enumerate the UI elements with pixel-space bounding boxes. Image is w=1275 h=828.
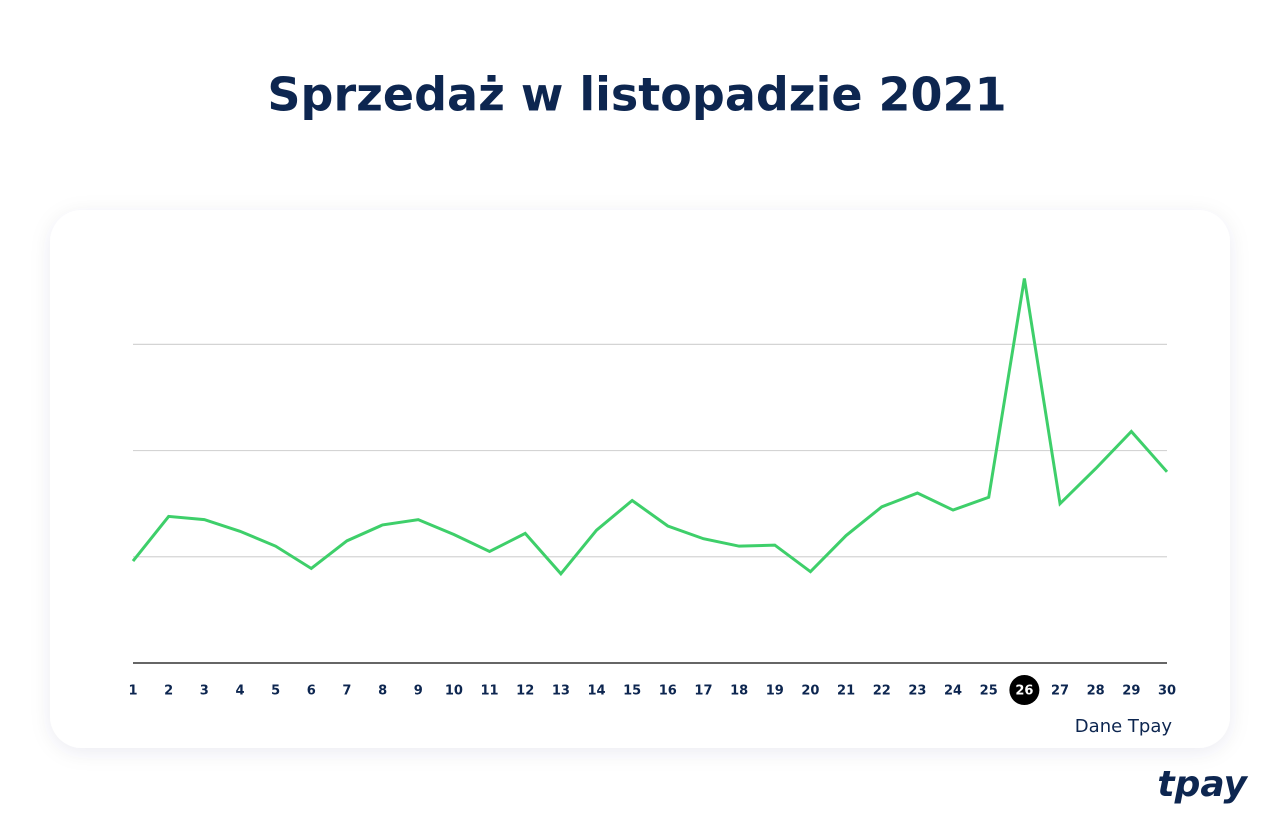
x-tick-label: 30 <box>1158 684 1176 699</box>
x-tick-label: 10 <box>445 684 463 699</box>
x-tick-label: 9 <box>414 684 423 699</box>
x-tick-label: 25 <box>980 684 998 699</box>
x-tick-label: 26 <box>1015 684 1033 699</box>
x-tick-label: 19 <box>766 684 784 699</box>
x-tick-label: 4 <box>235 684 244 699</box>
x-tick-label: 3 <box>200 684 209 699</box>
chart-title: Sprzedaż w listopadzie 2021 <box>267 68 1006 122</box>
source: Dane Tpay <box>1075 716 1173 737</box>
x-tick-label: 21 <box>837 684 855 699</box>
x-tick-label: 8 <box>378 684 387 699</box>
x-tick-label: 23 <box>908 684 926 699</box>
line <box>131 278 1169 577</box>
x-tick-label: 24 <box>944 684 962 699</box>
x-tick-label: 29 <box>1122 684 1140 699</box>
logo: tpay <box>1157 764 1248 805</box>
x-tick-label: 5 <box>271 684 280 699</box>
x-tick-label: 20 <box>801 684 819 699</box>
x-tick-label: 17 <box>694 684 712 699</box>
x-tick-label: 7 <box>342 684 351 699</box>
x-tick-label: 11 <box>481 684 499 699</box>
x-tick-label: 1 <box>128 684 137 699</box>
x-tick-label: 12 <box>516 684 534 699</box>
x-tick-label: 14 <box>587 684 605 699</box>
x-tick-label: 28 <box>1087 684 1105 699</box>
x-tick-label: 27 <box>1051 684 1069 699</box>
x-tick-label: 18 <box>730 684 748 699</box>
x-tick-label: 15 <box>623 684 641 699</box>
x-tick-label: 16 <box>659 684 677 699</box>
highlight-marker <box>1009 675 1040 705</box>
card <box>50 210 1230 748</box>
x-tick-label: 6 <box>307 684 316 699</box>
x-tick-label: 22 <box>873 684 891 699</box>
x-tick-label: 13 <box>552 684 570 699</box>
x-tick-label: 2 <box>164 684 173 699</box>
